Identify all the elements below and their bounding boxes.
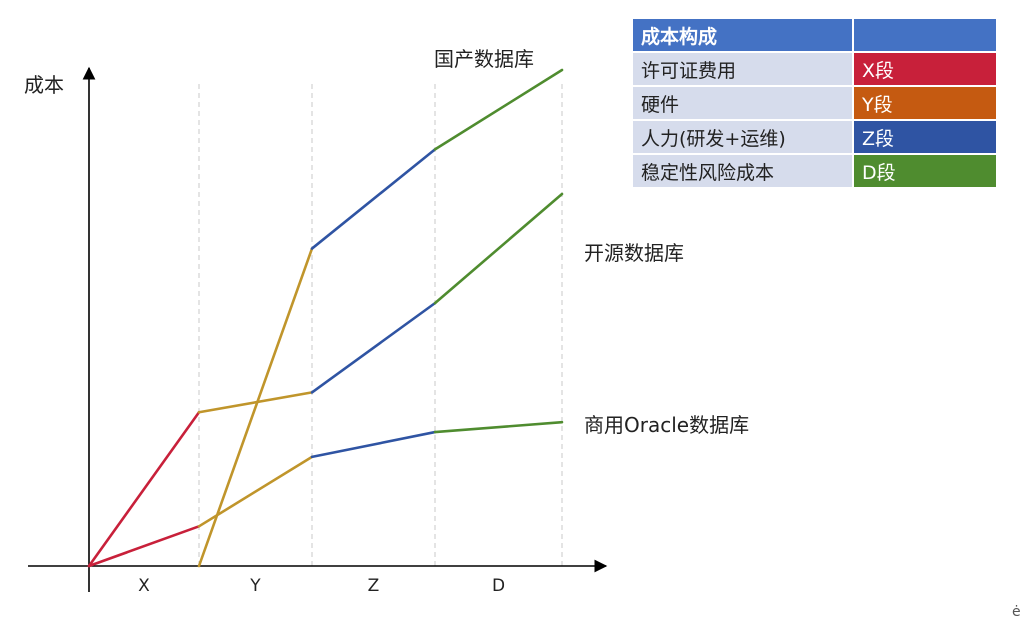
legend-component: 人力(研发+运维) [633, 121, 852, 153]
x-tick-d: D [492, 576, 505, 596]
legend-row-license: 许可证费用 X段 [633, 53, 996, 85]
series-label-0: 国产数据库 [434, 47, 534, 71]
series-2-segment-z [310, 430, 437, 459]
series-2-segment-d [433, 420, 564, 434]
series-0-segment-d [433, 68, 564, 151]
x-tick-z: Z [368, 576, 380, 596]
series-1-segment-z [310, 301, 437, 394]
y-axis-label: 成本 [24, 73, 64, 97]
legend-component: 稳定性风险成本 [633, 155, 852, 187]
series-label-1: 开源数据库 [584, 241, 684, 265]
legend-segment-z: Z段 [854, 121, 996, 153]
corner-mark: ė [1012, 604, 1021, 620]
series-0-segment-z [310, 148, 437, 250]
legend-header-title: 成本构成 [633, 19, 852, 51]
series-2-segment-y [197, 455, 314, 528]
legend-header-blank [854, 19, 996, 51]
legend-row-labor: 人力(研发+运维) Z段 [633, 121, 996, 153]
legend-segment-x: X段 [854, 53, 996, 85]
cost-legend-table: 成本构成 许可证费用 X段 硬件 Y段 人力(研发+运维) Z段 稳定性风险成本… [631, 17, 998, 189]
legend-row-hardware: 硬件 Y段 [633, 87, 996, 119]
legend-component: 许可证费用 [633, 53, 852, 85]
x-tick-x: X [138, 576, 150, 596]
series-1-segment-d [433, 192, 564, 305]
legend-segment-y: Y段 [854, 87, 996, 119]
legend-row-risk: 稳定性风险成本 D段 [633, 155, 996, 187]
series-2-segment-x [87, 525, 201, 568]
series-1-segment-y [197, 391, 314, 414]
series-1-segment-x [87, 410, 201, 568]
series-label-2: 商用Oracle数据库 [584, 413, 749, 437]
legend-segment-d: D段 [854, 155, 996, 187]
legend-component: 硬件 [633, 87, 852, 119]
series-0-segment-y [197, 247, 314, 568]
x-tick-y: Y [249, 576, 261, 596]
legend-header-row: 成本构成 [633, 19, 996, 51]
